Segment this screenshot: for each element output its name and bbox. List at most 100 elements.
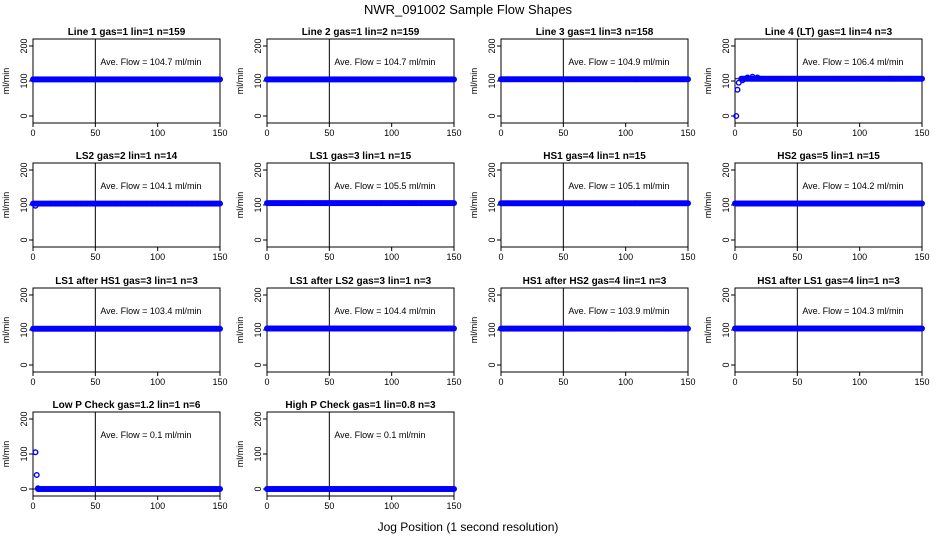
panel: HS1 after LS1 gas=4 lin=1 n=3 0 100 200 ml/m…	[703, 276, 930, 387]
panel-title: HS1 gas=4 lin=1 n=15	[543, 151, 646, 162]
x-tick-label: 100	[384, 501, 399, 511]
panel: Line 3 gas=1 lin=3 n=158 0 100 200 ml/min 0 50…	[469, 27, 696, 138]
panel: LS1 gas=3 lin=1 n=15 0 100 200 ml/min 0 50 100 1…	[235, 151, 462, 262]
panel-title: HS1 after LS1 gas=4 lin=1 n=3	[757, 276, 900, 287]
data-points	[32, 449, 223, 492]
y-axis-label: ml/min	[703, 68, 713, 95]
x-tick-label: 100	[852, 377, 867, 387]
y-tick-label: 200	[721, 38, 731, 53]
data-points	[264, 200, 458, 207]
panel-title: High P Check gas=1 lin=0.8 n=3	[285, 400, 436, 411]
plot-frame	[32, 411, 221, 497]
data-points	[30, 325, 223, 332]
y-tick-label: 200	[19, 287, 29, 302]
data-point	[919, 200, 926, 207]
x-tick-label: 50	[90, 252, 100, 262]
x-tick-label: 100	[384, 128, 399, 138]
y-axis-label: ml/min	[235, 68, 245, 95]
y-tick-label: 100	[19, 73, 29, 88]
y-tick-label: 100	[19, 446, 29, 461]
x-tick-label: 0	[264, 128, 269, 138]
panel-title: LS1 after HS1 gas=3 lin=1 n=3	[55, 276, 198, 287]
y-tick-label: 100	[253, 197, 263, 212]
data-point	[451, 485, 458, 492]
panel: Line 2 gas=1 lin=2 n=159 0 100 200 ml/min 0 50…	[235, 27, 462, 138]
data-point	[216, 325, 223, 332]
data-point	[919, 75, 926, 82]
y-tick-label: 100	[487, 322, 497, 337]
data-point	[919, 325, 926, 332]
panel-title: Line 1 gas=1 lin=1 n=159	[68, 27, 186, 38]
panel-title: Line 3 gas=1 lin=3 n=158	[536, 27, 654, 38]
x-tick-label: 150	[914, 377, 929, 387]
average-flow-annotation: Ave. Flow = 0.1 ml/min	[334, 430, 425, 440]
y-tick-label: 200	[487, 38, 497, 53]
y-tick-label: 0	[253, 486, 263, 491]
y-tick-label: 200	[487, 162, 497, 177]
panel-title: HS1 after HS2 gas=4 lin=1 n=3	[523, 276, 667, 287]
average-flow-annotation: Ave. Flow = 104.4 ml/min	[334, 306, 435, 316]
x-tick-label: 150	[914, 252, 929, 262]
data-point	[451, 76, 458, 83]
data-points	[498, 76, 692, 83]
x-tick-label: 100	[150, 128, 165, 138]
y-tick-label: 0	[19, 362, 29, 367]
y-axis-label: ml/min	[235, 192, 245, 219]
panel: Low P Check gas=1.2 lin=1 n=6 0 100 200 ml/m…	[1, 400, 228, 511]
x-tick-label: 50	[558, 128, 568, 138]
data-point	[32, 449, 39, 456]
data-points	[498, 325, 692, 332]
panel-title: Line 4 (LT) gas=1 lin=4 n=3	[765, 27, 893, 38]
x-tick-label: 100	[852, 128, 867, 138]
x-tick-label: 0	[732, 128, 737, 138]
data-point	[216, 76, 223, 83]
y-tick-label: 200	[19, 38, 29, 53]
y-tick-label: 0	[253, 113, 263, 118]
data-point	[33, 472, 40, 479]
x-tick-label: 0	[264, 501, 269, 511]
y-tick-label: 200	[721, 287, 731, 302]
panel: HS2 gas=5 lin=1 n=15 0 100 200 ml/min 0 50 100 1…	[703, 151, 930, 262]
y-tick-label: 100	[253, 446, 263, 461]
y-tick-label: 0	[487, 237, 497, 242]
x-tick-label: 50	[324, 252, 334, 262]
panel: LS1 after LS2 gas=3 lin=1 n=3 0 100 200 ml/m…	[235, 276, 462, 387]
y-tick-label: 100	[253, 322, 263, 337]
x-tick-label: 150	[446, 377, 461, 387]
x-tick-label: 150	[446, 501, 461, 511]
data-points	[732, 325, 926, 332]
x-tick-label: 50	[792, 128, 802, 138]
panel-grid: Line 1 gas=1 lin=1 n=159 0 100 200 ml/min 0 50…	[1, 27, 930, 511]
data-points	[498, 200, 692, 207]
y-axis-label: ml/min	[235, 441, 245, 468]
x-tick-label: 150	[680, 377, 695, 387]
x-tick-label: 0	[732, 252, 737, 262]
y-tick-label: 200	[19, 162, 29, 177]
y-axis-label: ml/min	[703, 192, 713, 219]
x-tick-label: 50	[324, 501, 334, 511]
panel: High P Check gas=1 lin=0.8 n=3 0 100 200 ml/…	[235, 400, 462, 511]
x-tick-label: 0	[264, 252, 269, 262]
y-tick-label: 100	[253, 73, 263, 88]
x-tick-label: 100	[384, 377, 399, 387]
y-axis-label: ml/min	[1, 192, 11, 219]
x-tick-label: 100	[618, 252, 633, 262]
x-tick-label: 50	[90, 377, 100, 387]
y-tick-label: 0	[19, 486, 29, 491]
data-point	[733, 112, 740, 119]
plot-frame	[266, 411, 455, 497]
y-axis-label: ml/min	[1, 68, 11, 95]
average-flow-annotation: Ave. Flow = 104.9 ml/min	[568, 57, 669, 67]
data-points	[30, 200, 223, 209]
average-flow-annotation: Ave. Flow = 104.7 ml/min	[100, 57, 201, 67]
panel-title: LS2 gas=2 lin=1 n=14	[76, 151, 178, 162]
x-tick-label: 0	[30, 501, 35, 511]
x-tick-label: 100	[150, 501, 165, 511]
x-tick-label: 0	[498, 377, 503, 387]
data-point	[685, 76, 692, 83]
average-flow-annotation: Ave. Flow = 103.9 ml/min	[568, 306, 669, 316]
y-tick-label: 100	[19, 322, 29, 337]
average-flow-annotation: Ave. Flow = 104.2 ml/min	[802, 181, 903, 191]
panel: HS1 after HS2 gas=4 lin=1 n=3 0 100 200 ml/m…	[469, 276, 696, 387]
y-tick-label: 0	[487, 113, 497, 118]
